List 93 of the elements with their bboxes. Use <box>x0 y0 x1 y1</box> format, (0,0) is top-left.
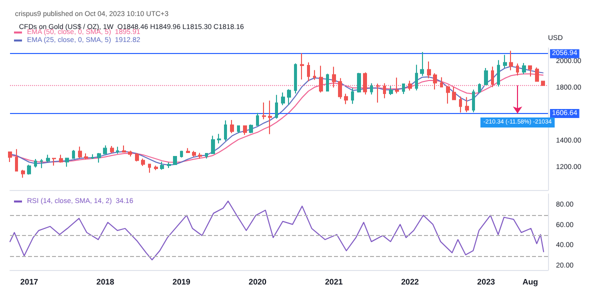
candlestick <box>433 72 437 90</box>
candlestick <box>27 164 31 176</box>
candlestick <box>116 146 119 154</box>
candlestick <box>351 88 354 104</box>
candlestick <box>465 96 469 113</box>
candlestick <box>383 82 386 99</box>
candlestick <box>148 163 151 174</box>
candlestick <box>287 88 291 106</box>
candlestick <box>427 61 431 79</box>
candlestick <box>103 144 107 154</box>
candlestick <box>522 62 526 75</box>
candlestick <box>21 169 25 178</box>
candlestick <box>249 124 253 134</box>
candlestick <box>402 83 405 95</box>
candlestick <box>319 65 323 93</box>
x-tick-label: 2020 <box>248 278 267 286</box>
candlestick <box>408 80 412 91</box>
x-tick-label: 2022 <box>401 278 420 286</box>
candlestick <box>338 78 342 100</box>
candlestick <box>84 152 88 160</box>
candlestick <box>135 152 139 162</box>
candlestick <box>97 152 101 164</box>
candlestick <box>8 151 12 162</box>
candlestick <box>472 89 475 113</box>
candlestick <box>256 112 259 126</box>
candlestick <box>344 93 348 105</box>
candlestick <box>275 94 278 120</box>
x-tick-label: 2017 <box>20 278 39 286</box>
candlestick <box>217 133 221 144</box>
candlestick <box>110 145 114 154</box>
x-tick-label: 2019 <box>172 278 191 286</box>
candlestick <box>478 82 481 93</box>
candlestick <box>294 62 297 94</box>
candlestick <box>52 158 56 166</box>
candlestick <box>122 145 126 153</box>
candlestick <box>230 120 234 134</box>
candlestick <box>376 83 380 104</box>
candlestick <box>237 124 240 134</box>
candlestick <box>243 125 247 136</box>
candlestick <box>516 63 519 76</box>
candlestick <box>198 152 202 160</box>
candlestick <box>452 86 456 100</box>
candlestick <box>313 70 316 80</box>
candlestick <box>389 85 393 96</box>
candlestick <box>268 100 272 135</box>
candlestick <box>420 51 424 76</box>
candlestick <box>46 154 50 162</box>
candlestick <box>415 64 418 91</box>
candlestick <box>541 80 545 86</box>
candlestick <box>497 60 500 87</box>
candlestick <box>65 157 69 168</box>
candlestick <box>72 150 75 160</box>
candlestick <box>262 102 266 120</box>
candlestick <box>192 150 196 158</box>
candlestick <box>535 67 539 82</box>
candlestick <box>528 65 532 78</box>
candlestick <box>370 82 373 95</box>
candlestick <box>15 148 18 172</box>
candlestick <box>141 158 145 166</box>
candlestick <box>459 96 462 113</box>
candlestick <box>281 92 285 106</box>
candlestick <box>180 150 183 158</box>
candlestick <box>205 152 208 160</box>
candlestick <box>307 62 310 82</box>
candlestick <box>34 158 37 168</box>
candlestick <box>300 52 304 80</box>
candlestick <box>395 77 399 94</box>
candlestick <box>186 148 190 154</box>
candlestick <box>167 162 171 168</box>
candlestick <box>326 73 329 92</box>
candlestick <box>446 85 450 104</box>
candlestick <box>78 146 82 159</box>
candlestick <box>332 66 336 88</box>
candlestick <box>503 54 507 69</box>
candlestick <box>160 161 164 170</box>
candlestick <box>91 154 94 160</box>
candlestick <box>509 50 513 71</box>
candlestick <box>440 76 443 88</box>
x-tick-label: 2023 <box>477 278 496 286</box>
candlestick <box>491 66 494 88</box>
candlestick <box>224 120 227 142</box>
candlestick <box>357 72 361 93</box>
x-tick-label: 2018 <box>96 278 115 286</box>
candlestick <box>211 135 215 154</box>
candlestick <box>40 158 43 169</box>
candlestick <box>484 68 488 86</box>
x-tick-label: Aug <box>522 278 538 286</box>
candlestick <box>173 156 177 166</box>
candlestick <box>59 154 63 164</box>
x-tick-label: 2021 <box>324 278 344 286</box>
candlestick <box>363 72 367 95</box>
candlestick <box>128 150 132 158</box>
candlestick <box>154 165 158 171</box>
